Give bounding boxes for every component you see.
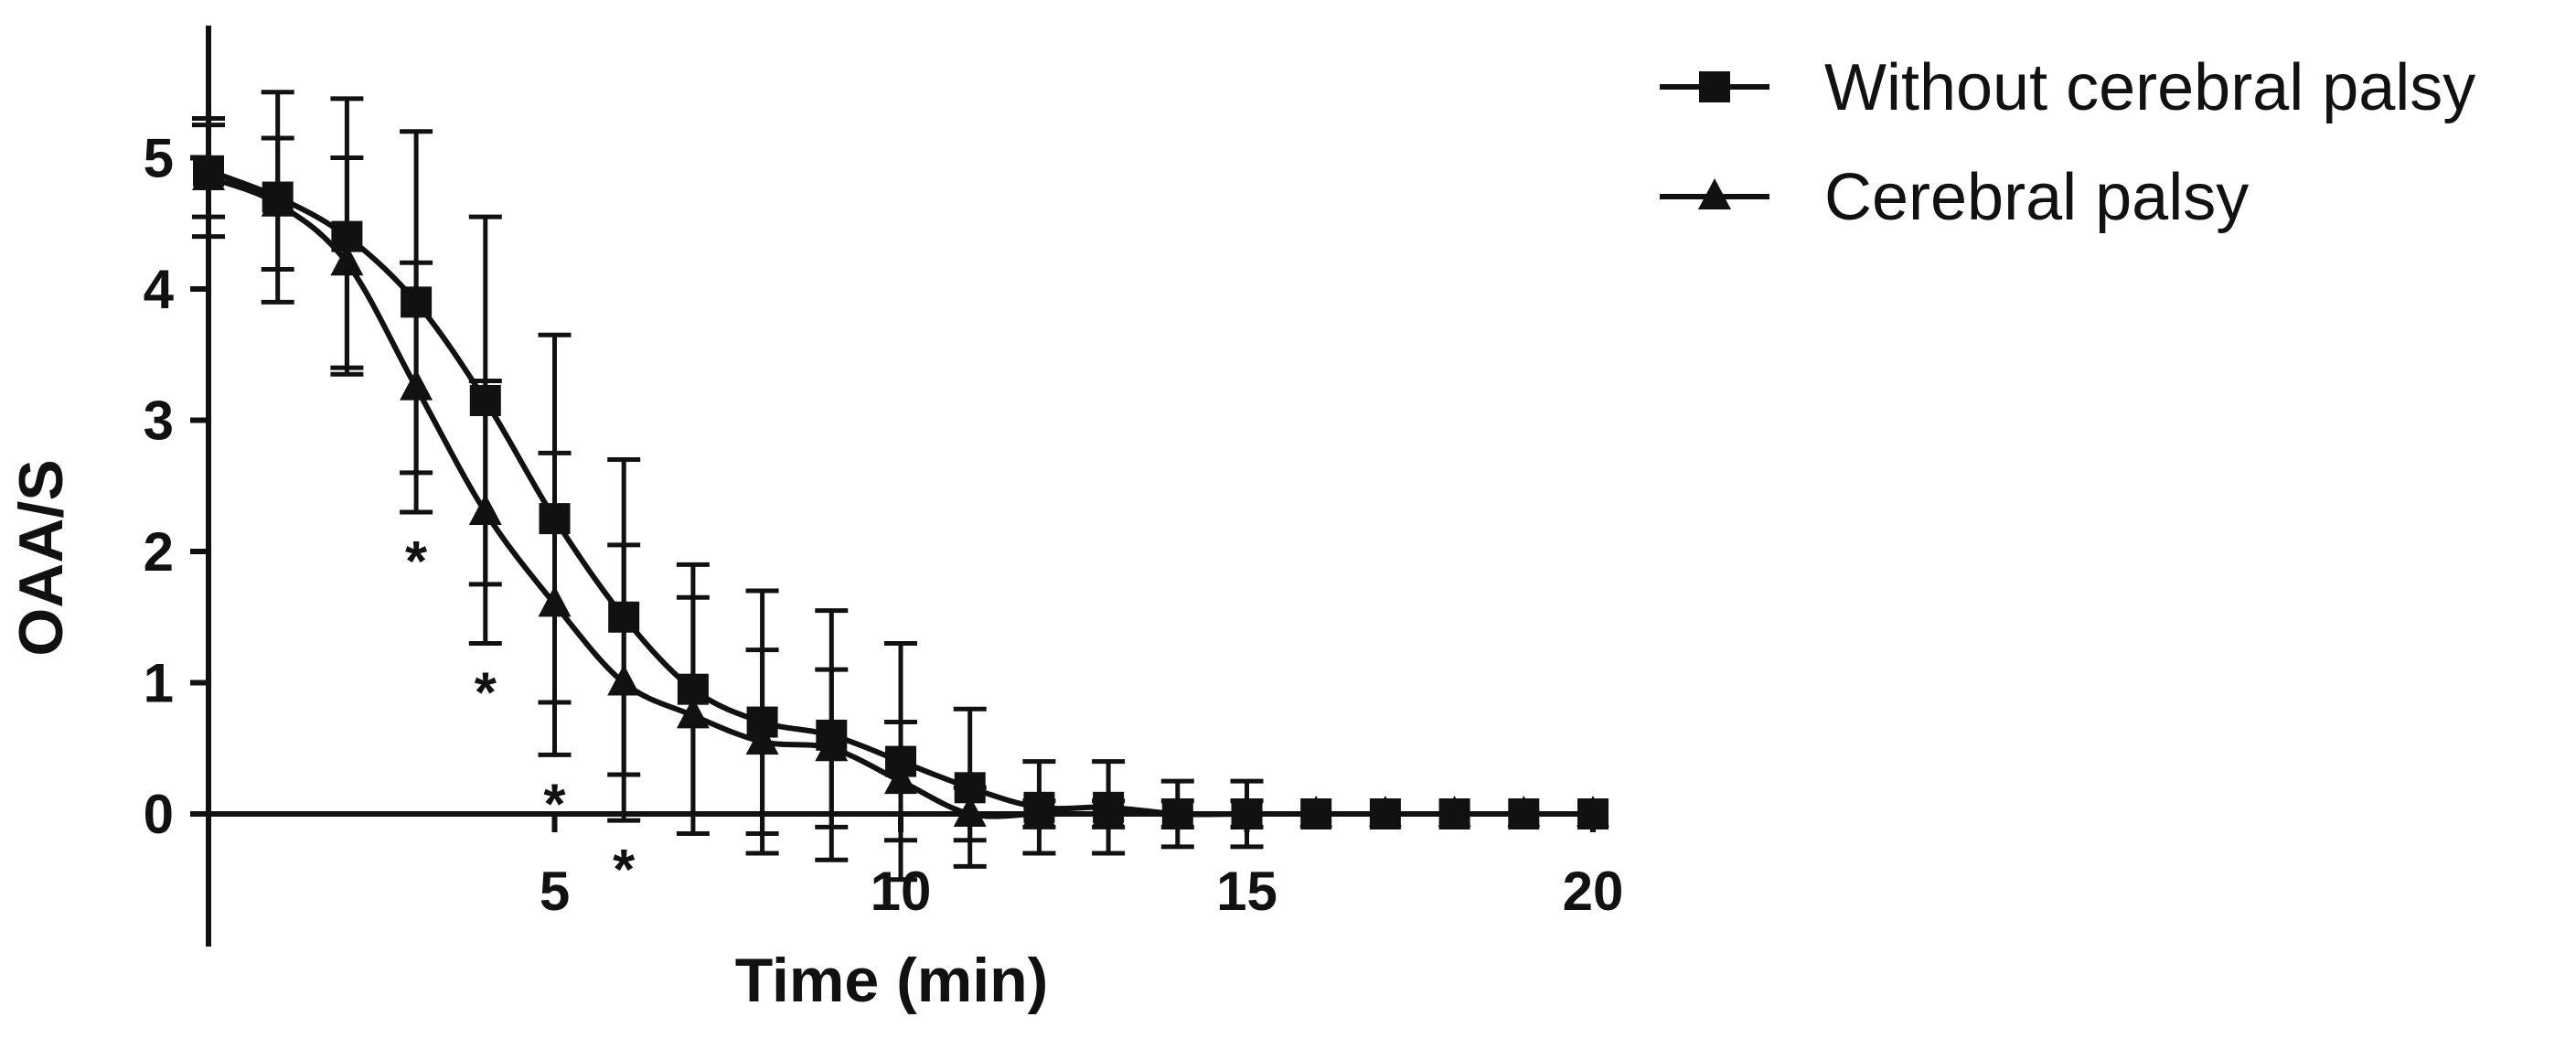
legend-square-marker bbox=[1699, 71, 1730, 102]
y-tick-label: 4 bbox=[144, 259, 175, 320]
x-axis: 5 10 15 20 bbox=[208, 811, 1624, 922]
annotation-layer: * * * * bbox=[405, 530, 636, 902]
y-tick-label: 0 bbox=[144, 784, 174, 845]
square-marker bbox=[262, 181, 294, 213]
significance-asterisk: * bbox=[543, 773, 566, 836]
x-axis-title: Time (min) bbox=[735, 946, 1049, 1015]
significance-asterisk: * bbox=[613, 839, 636, 902]
significance-asterisk: * bbox=[475, 661, 497, 724]
y-tick-label: 5 bbox=[144, 128, 174, 189]
y-tick-label: 1 bbox=[144, 653, 174, 714]
square-marker bbox=[401, 286, 433, 318]
x-tick-label: 5 bbox=[540, 861, 570, 922]
legend: Without cerebral palsy Cerebral palsy bbox=[1660, 51, 2475, 234]
x-tick-label: 15 bbox=[1216, 861, 1277, 922]
square-marker bbox=[885, 745, 916, 777]
square-marker bbox=[469, 384, 501, 416]
series-without-cerebral-palsy bbox=[192, 90, 1609, 883]
significance-asterisk: * bbox=[405, 530, 428, 594]
square-marker bbox=[677, 673, 709, 705]
square-marker bbox=[1369, 798, 1401, 829]
square-marker bbox=[1577, 798, 1609, 829]
square-marker bbox=[816, 719, 848, 751]
square-marker bbox=[1023, 791, 1055, 823]
square-marker bbox=[539, 503, 571, 535]
square-marker bbox=[746, 706, 778, 738]
square-marker bbox=[1231, 798, 1263, 829]
square-marker bbox=[954, 772, 986, 804]
square-marker bbox=[331, 220, 363, 252]
series-layer bbox=[192, 90, 1609, 883]
y-tick-label: 3 bbox=[144, 391, 174, 452]
square-marker bbox=[1161, 798, 1193, 829]
square-marker bbox=[193, 155, 224, 187]
square-marker bbox=[1300, 798, 1332, 829]
y-tick-label: 2 bbox=[144, 521, 174, 583]
x-tick-label: 20 bbox=[1563, 861, 1624, 922]
legend-triangle-marker bbox=[1698, 178, 1731, 209]
square-marker bbox=[1438, 798, 1470, 829]
square-marker bbox=[1508, 798, 1540, 829]
square-marker bbox=[1093, 791, 1125, 823]
y-axis-title: OAA/S bbox=[6, 459, 76, 656]
legend-label: Without cerebral palsy bbox=[1824, 51, 2475, 124]
legend-label: Cerebral palsy bbox=[1824, 161, 2249, 234]
y-axis: 0 1 2 3 4 5 bbox=[144, 26, 211, 947]
square-marker bbox=[608, 601, 640, 633]
